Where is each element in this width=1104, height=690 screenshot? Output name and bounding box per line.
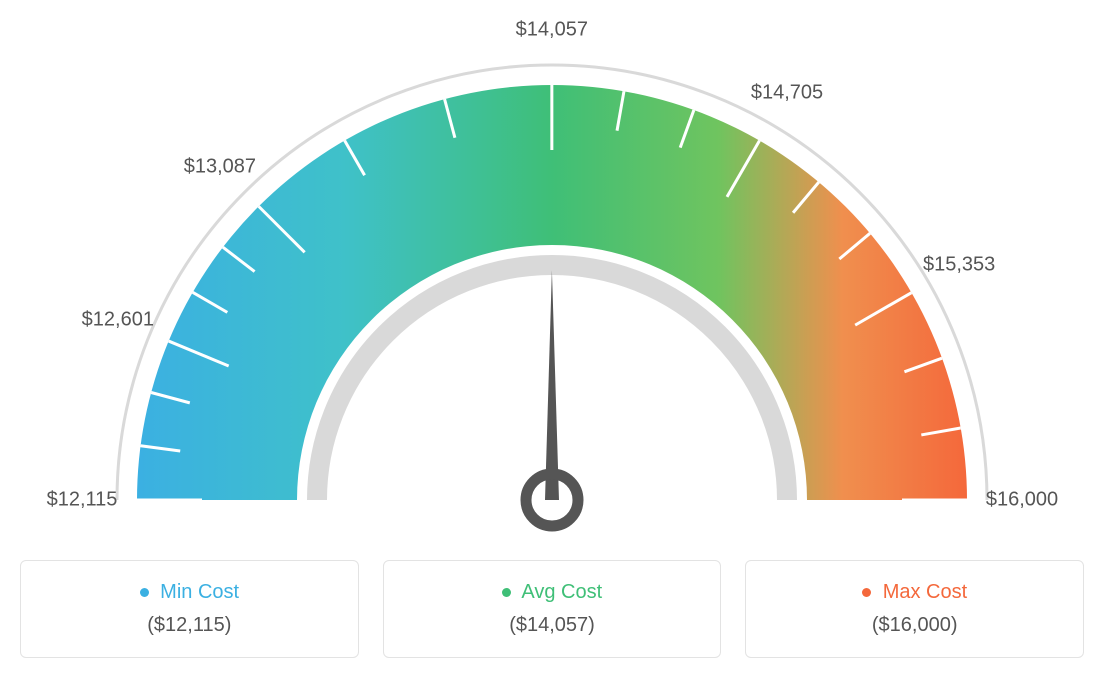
legend-label-avg: Avg Cost xyxy=(521,581,602,603)
gauge-chart: $12,115 $12,601 $13,087 $14,057 $14,705 $15,3… xyxy=(20,20,1084,540)
legend-title-max: Max Cost xyxy=(756,581,1073,604)
gauge-tick-label: $14,057 xyxy=(516,19,588,42)
legend-dot-min xyxy=(140,588,149,597)
legend-value-max: ($16,000) xyxy=(756,614,1073,637)
legend-dot-max xyxy=(862,588,871,597)
gauge-tick-label: $13,087 xyxy=(184,156,256,179)
legend-card-min: Min Cost ($12,115) xyxy=(20,560,359,658)
gauge-tick-label: $15,353 xyxy=(923,254,995,277)
gauge-svg xyxy=(20,20,1084,540)
legend-title-avg: Avg Cost xyxy=(394,581,711,604)
legend-value-min: ($12,115) xyxy=(31,614,348,637)
legend-dot-avg xyxy=(502,588,511,597)
legend-row: Min Cost ($12,115) Avg Cost ($14,057) Ma… xyxy=(20,560,1084,658)
legend-label-min: Min Cost xyxy=(160,581,239,603)
gauge-tick-label: $16,000 xyxy=(986,489,1058,512)
legend-label-max: Max Cost xyxy=(883,581,967,603)
gauge-tick-label: $14,705 xyxy=(751,81,823,104)
gauge-tick-label: $12,115 xyxy=(47,489,118,512)
legend-card-avg: Avg Cost ($14,057) xyxy=(383,560,722,658)
legend-title-min: Min Cost xyxy=(31,581,348,604)
legend-card-max: Max Cost ($16,000) xyxy=(745,560,1084,658)
gauge-tick-label: $12,601 xyxy=(82,309,154,332)
legend-value-avg: ($14,057) xyxy=(394,614,711,637)
